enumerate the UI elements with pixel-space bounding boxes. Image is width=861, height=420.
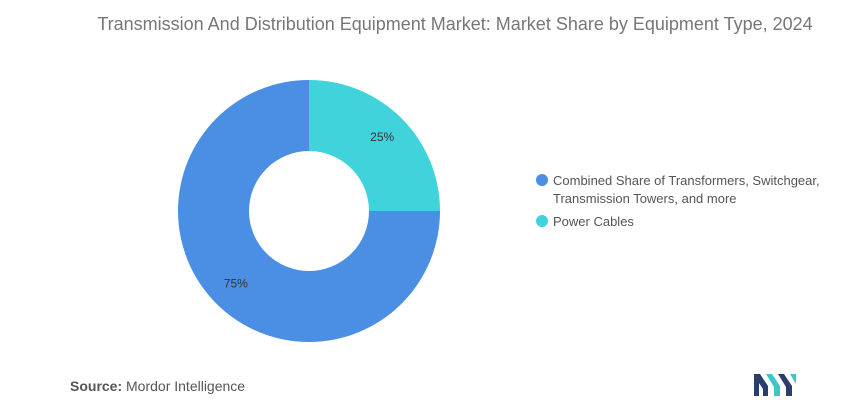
donut-slice-1[interactable] [309,80,440,211]
donut-slice-label-0: 75% [224,276,248,290]
donut-slice-label-1: 25% [370,130,394,144]
donut-slice-labels: 75% 25% [224,130,395,290]
legend-label-combined: Combined Share of Transformers, Switchge… [553,173,820,206]
legend-swatch-combined [536,174,548,186]
legend-label-power-cables: Power Cables [553,214,634,229]
legend-swatch-power-cables [536,215,548,227]
donut-slice-0[interactable] [178,80,440,342]
donut-slices [178,80,440,342]
mordor-intelligence-logo-icon [754,374,796,396]
legend: Combined Share of Transformers, Switchge… [536,172,836,236]
source-text: Mordor Intelligence [126,378,246,394]
source-note: Source: Mordor Intelligence [70,378,245,394]
source-label: Source: [70,378,123,394]
legend-item-combined[interactable]: Combined Share of Transformers, Switchge… [536,172,836,208]
legend-item-power-cables[interactable]: Power Cables [536,213,836,231]
chart-title: Transmission And Distribution Equipment … [97,14,813,34]
